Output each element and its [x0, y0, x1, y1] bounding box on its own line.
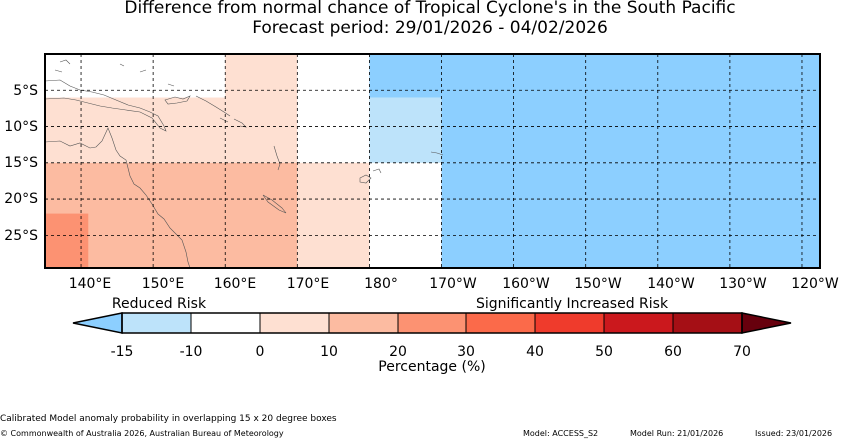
colorbar-tick: -15 [111, 344, 134, 360]
map-panel [44, 53, 821, 269]
colorbar-tick: 50 [595, 344, 613, 360]
colorbar-swatch [190, 312, 261, 334]
colorbar-swatches [72, 312, 792, 334]
coast-australia [45, 127, 191, 268]
coast-equatorial-islands [54, 59, 175, 87]
lon-tick: 150°E [142, 276, 185, 292]
coast-vanuatu [273, 145, 281, 171]
footer-copyright: © Commonwealth of Australia 2026, Austra… [0, 429, 284, 438]
risk-region [225, 54, 298, 163]
footer-model-run: Model Run: 21/01/2026 [630, 429, 724, 438]
colorbar-tick: -10 [180, 344, 203, 360]
footer-note: Calibrated Model anomaly probability in … [0, 414, 337, 424]
latitude-axis: 5°S 10°S 15°S 20°S 25°S [4, 83, 38, 244]
coast-new-caledonia [262, 194, 287, 214]
increased-risk-label: Significantly Increased Risk [476, 296, 669, 312]
risk-region [45, 97, 226, 163]
footer-model: Model: ACCESS_S2 [523, 429, 599, 438]
colorbar-swatch [259, 312, 330, 334]
lon-tick: 150°W [574, 276, 622, 292]
risk-region [45, 54, 226, 98]
lon-tick: 130°W [719, 276, 767, 292]
colorbar-low-extend [72, 312, 123, 334]
lat-tick: 15°S [4, 155, 38, 171]
risk-region [369, 162, 442, 268]
lon-tick: 120°W [791, 276, 839, 292]
colorbar-swatch [397, 312, 467, 334]
colorbar-swatch [534, 312, 605, 334]
longitude-axis: 140°E 150°E 160°E 170°E 180° 170°W 160°W… [69, 276, 839, 292]
risk-region [369, 54, 442, 98]
coast-fiji [359, 168, 382, 184]
lon-tick: 170°W [429, 276, 477, 292]
colorbar-xlabel: Percentage (%) [378, 359, 485, 375]
coast-new-guinea [45, 79, 167, 132]
lon-tick: 160°W [502, 276, 550, 292]
colorbar-swatch [603, 312, 674, 334]
coast-new-britain [164, 95, 191, 105]
lon-tick: 140°E [69, 276, 112, 292]
colorbar-swatch [465, 312, 536, 334]
colorbar-tick: 0 [256, 344, 265, 360]
risk-region [45, 213, 89, 268]
colorbar-tick: 30 [457, 344, 475, 360]
colorbar-high-extend [741, 312, 792, 334]
lat-tick: 20°S [4, 191, 38, 207]
colorbar-swatch [121, 312, 192, 334]
colorbar-tick: 60 [664, 344, 682, 360]
lon-tick: 180° [364, 276, 398, 292]
colorbar: Reduced Risk Significantly Increased Ris… [72, 296, 792, 375]
risk-region [441, 54, 820, 163]
risk-region [297, 54, 370, 163]
lat-tick: 25°S [4, 228, 38, 244]
colorbar-tick: 20 [389, 344, 407, 360]
risk-region [441, 162, 820, 268]
map-title: Difference from normal chance of Tropica… [124, 0, 736, 18]
risk-regions [45, 54, 820, 268]
colorbar-tick: 10 [320, 344, 338, 360]
risk-region [297, 162, 370, 268]
coastlines [45, 59, 444, 268]
lon-tick: 140°W [647, 276, 695, 292]
colorbar-tick: 70 [733, 344, 751, 360]
map-frame [44, 53, 821, 269]
colorbar-tick: 40 [526, 344, 544, 360]
colorbar-swatch [672, 312, 743, 334]
colorbar-swatch [328, 312, 399, 334]
forecast-period: Forecast period: 29/01/2026 - 04/02/2026 [252, 18, 608, 38]
risk-region [369, 97, 442, 163]
coast-samoa [430, 151, 444, 156]
lat-tick: 5°S [13, 83, 38, 99]
lon-tick: 160°E [214, 276, 257, 292]
lon-tick: 170°E [287, 276, 330, 292]
colorbar-frame [121, 312, 743, 334]
footer-issued: Issued: 23/01/2026 [755, 429, 833, 438]
reduced-risk-label: Reduced Risk [112, 296, 207, 312]
lat-tick: 10°S [4, 119, 38, 135]
